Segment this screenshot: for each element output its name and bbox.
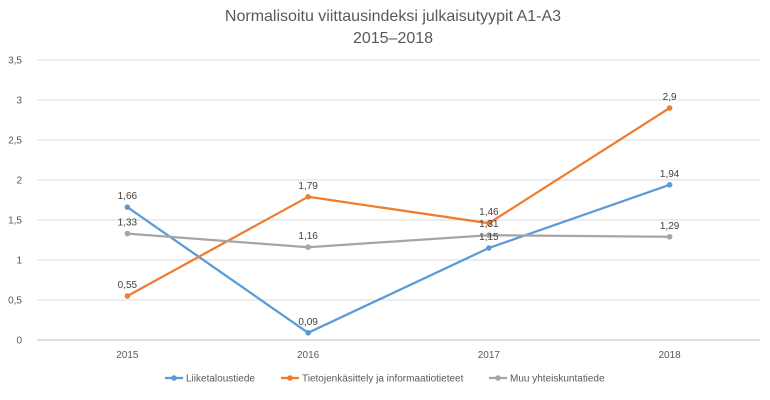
y-tick-label: 3 bbox=[16, 96, 22, 107]
data-point bbox=[124, 230, 131, 237]
data-label: 1,31 bbox=[479, 219, 499, 230]
y-axis-ticks: 0 0,5 1 1,5 2 2,5 3 3,5 bbox=[8, 56, 22, 347]
x-tick-label: 2016 bbox=[297, 350, 320, 361]
legend-item: Liiketaloustiede bbox=[165, 374, 255, 385]
data-point bbox=[305, 244, 311, 250]
y-tick-label: 1 bbox=[16, 256, 22, 267]
series-line bbox=[126, 107, 671, 297]
data-label: 1,79 bbox=[298, 181, 318, 192]
data-labels: 1,66 0,09 1,15 1,94 0,55 1,79 1,46 2,9 1,33 1,16 1… bbox=[118, 92, 680, 328]
gridlines bbox=[37, 59, 760, 341]
data-label: 1,15 bbox=[479, 232, 499, 243]
data-label: 1,94 bbox=[660, 169, 680, 180]
data-label: 2,9 bbox=[663, 92, 677, 103]
data-label: 1,29 bbox=[660, 221, 680, 232]
y-tick-label: 2 bbox=[16, 176, 22, 187]
data-point bbox=[666, 105, 673, 111]
data-point bbox=[124, 204, 131, 210]
series-line bbox=[126, 183, 670, 334]
legend-label: Liiketaloustiede bbox=[186, 374, 255, 385]
legend-item: Muu yhteiskuntatiede bbox=[489, 374, 605, 385]
legend-item: Tietojenkäsittely ja informaatiotieteet bbox=[281, 374, 464, 385]
data-point bbox=[486, 220, 492, 226]
y-tick-label: 1,5 bbox=[8, 216, 22, 227]
x-tick-label: 2015 bbox=[116, 350, 139, 361]
data-point bbox=[124, 293, 131, 299]
chart-title: Normalisoitu viittausindeksi julkaisutyy… bbox=[225, 8, 561, 25]
data-point bbox=[666, 234, 673, 240]
data-label: 1,16 bbox=[298, 231, 318, 242]
y-tick-label: 3,5 bbox=[8, 56, 22, 67]
data-label: 1,33 bbox=[118, 218, 138, 229]
x-tick-label: 2018 bbox=[659, 350, 682, 361]
legend-label: Muu yhteiskuntatiede bbox=[510, 374, 605, 385]
data-point bbox=[486, 232, 492, 238]
chart-subtitle: 2015–2018 bbox=[353, 30, 433, 47]
data-label: 0,09 bbox=[298, 317, 318, 328]
data-point bbox=[305, 330, 311, 336]
y-tick-label: 0,5 bbox=[8, 296, 22, 307]
series-group bbox=[124, 105, 673, 336]
y-tick-label: 0 bbox=[16, 336, 22, 347]
data-point bbox=[486, 245, 492, 251]
data-point bbox=[666, 182, 673, 188]
data-label: 0,55 bbox=[118, 280, 138, 291]
legend: Liiketaloustiede Tietojenkäsittely ja inf… bbox=[165, 374, 605, 385]
x-axis-ticks: 2015 2016 2017 2018 bbox=[116, 350, 681, 361]
data-label: 1,46 bbox=[479, 207, 499, 218]
legend-label: Tietojenkäsittely ja informaatiotieteet bbox=[302, 374, 464, 385]
data-label: 1,66 bbox=[118, 191, 138, 202]
x-tick-label: 2017 bbox=[478, 350, 501, 361]
legend-marker bbox=[495, 375, 501, 381]
legend-marker bbox=[287, 375, 293, 381]
y-tick-label: 2,5 bbox=[8, 136, 22, 147]
series-line bbox=[127, 232, 670, 249]
legend-marker bbox=[171, 375, 177, 381]
data-point bbox=[305, 194, 311, 200]
